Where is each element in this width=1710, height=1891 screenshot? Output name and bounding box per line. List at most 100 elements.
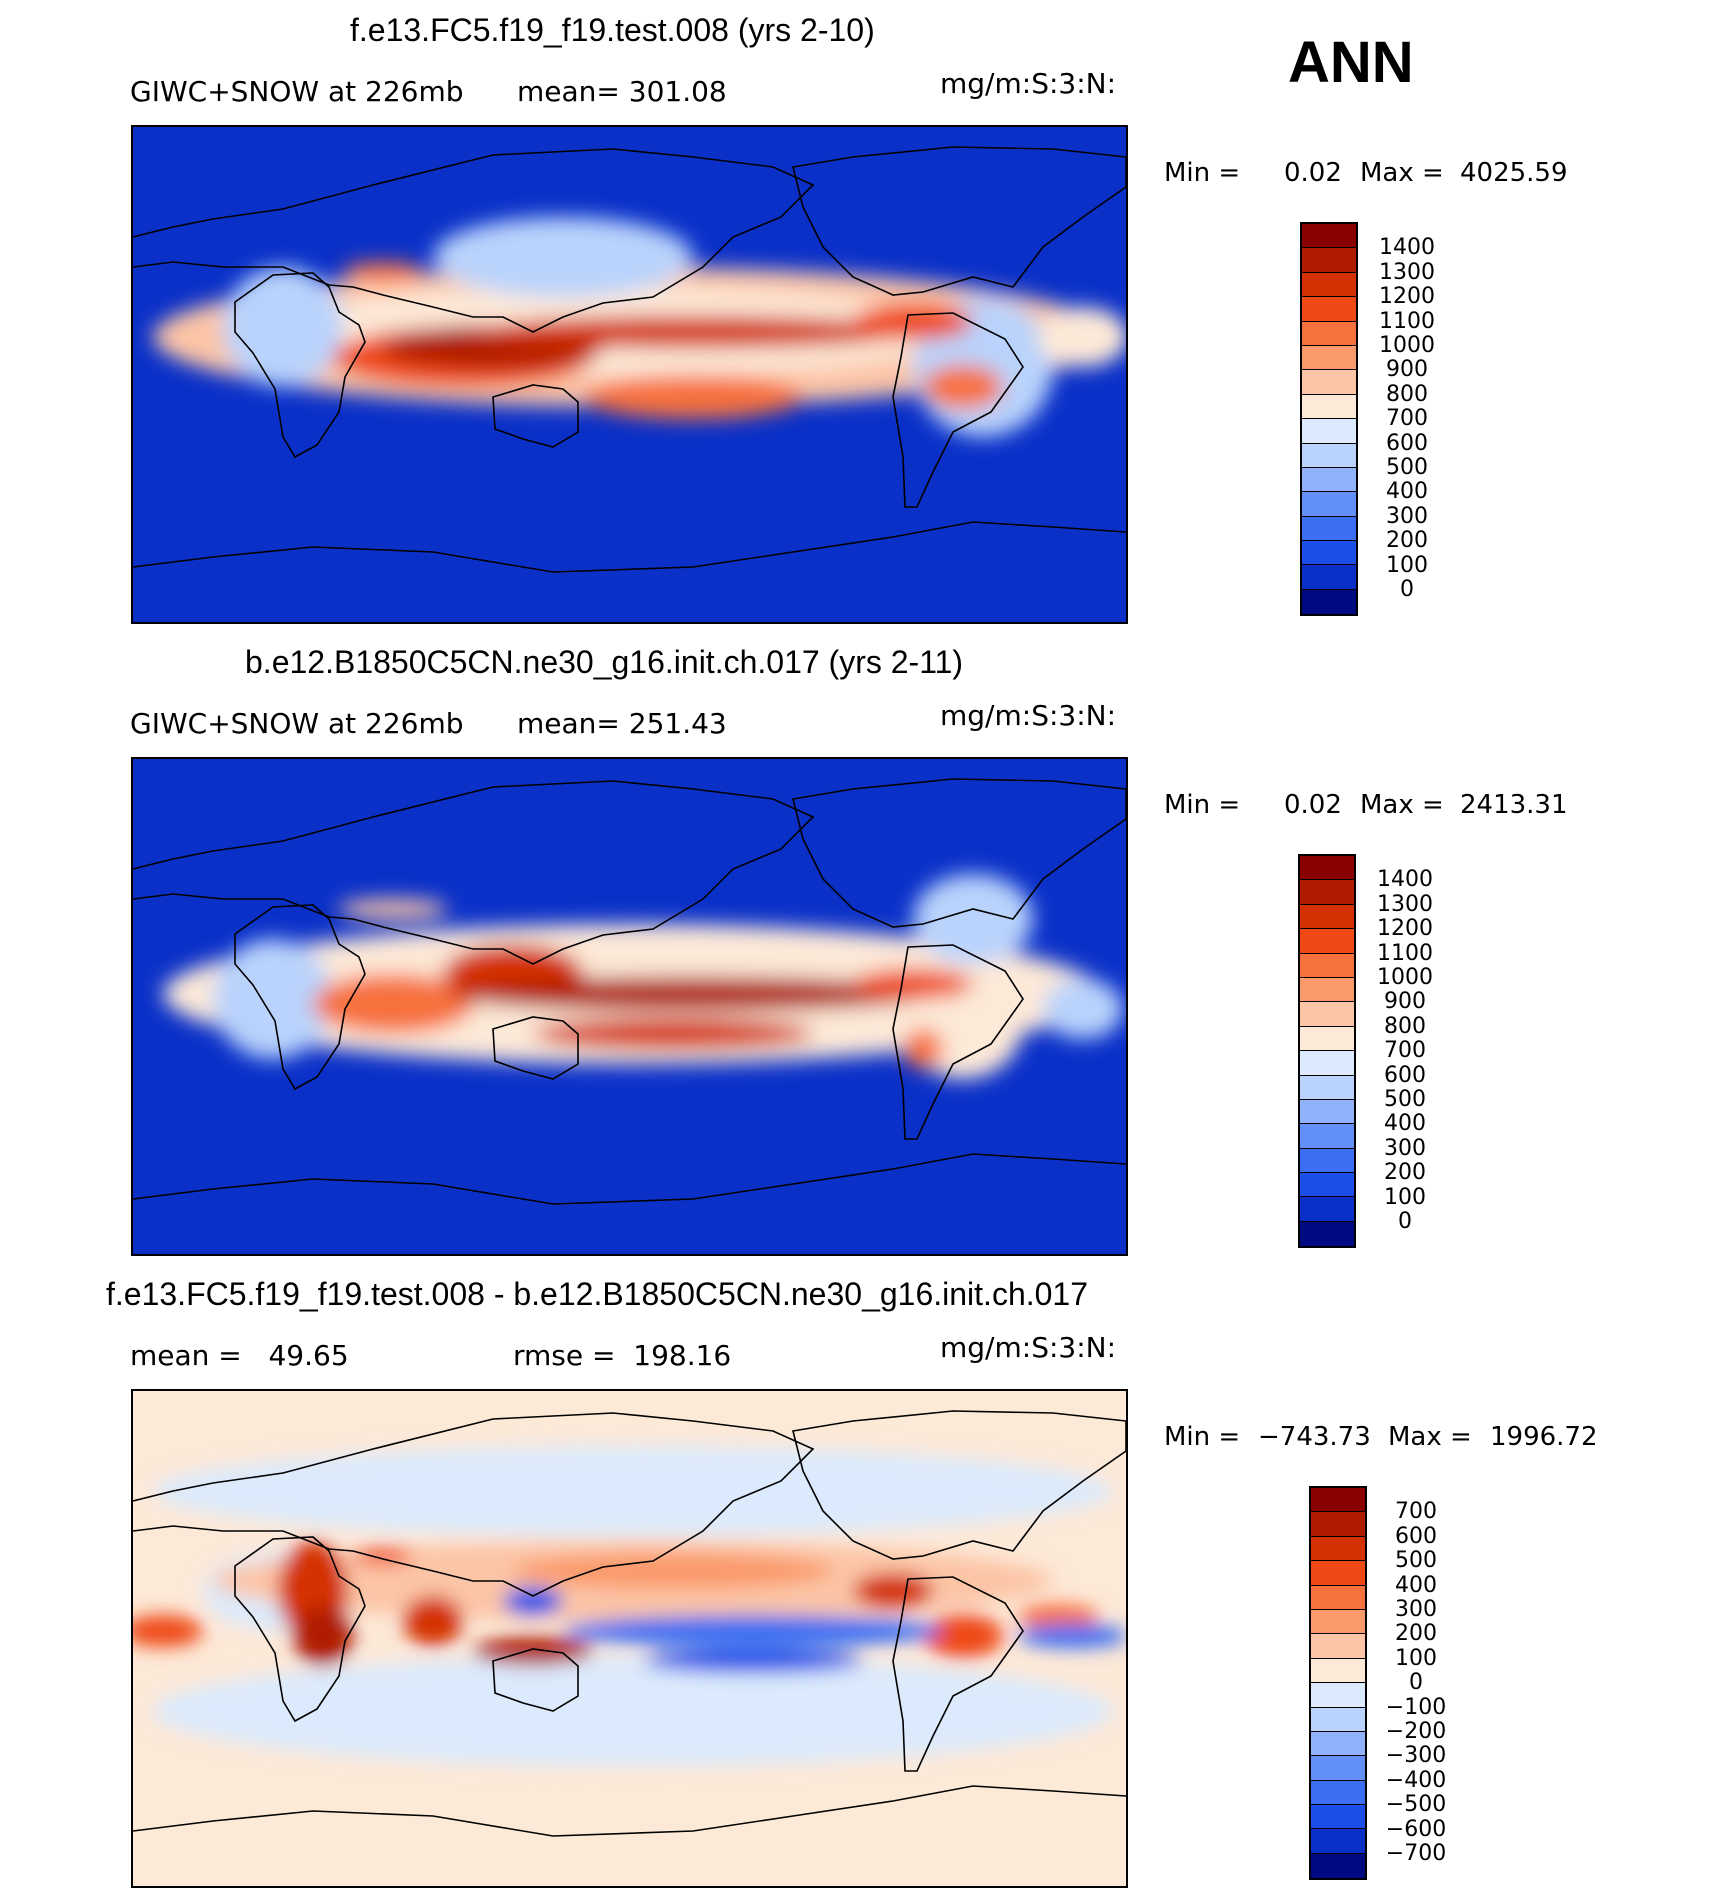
coastline-eurasia	[133, 780, 815, 965]
panel-2-variable-label: GIWC+SNOW at 226mb	[130, 707, 464, 740]
colorbar-tick-label: 200	[1386, 528, 1428, 554]
field-blob	[213, 939, 333, 1059]
panel-1-units-label: mg/m:S:3:N:	[940, 67, 1117, 100]
colorbar-tick-label: 1400	[1379, 235, 1435, 261]
colorbar-tick-label: −500	[1385, 1792, 1447, 1818]
panel-3-field-blobs	[133, 1446, 1126, 1766]
colorbar-tick-label: −400	[1385, 1767, 1447, 1793]
colorbar-tick-label: 1100	[1379, 308, 1435, 334]
colorbar-tick-label: 0	[1398, 1209, 1412, 1234]
colorbar-tick-label: 600	[1384, 1062, 1426, 1088]
field-blob	[853, 969, 973, 999]
field-blob	[563, 1615, 943, 1647]
coastline-australia	[492, 384, 579, 448]
colorbar-swatch	[1300, 977, 1354, 1003]
coastline-south-america	[892, 1576, 1024, 1772]
panel-3-max-value: 1996.72	[1490, 1422, 1598, 1452]
colorbar-swatch	[1311, 1853, 1365, 1879]
panel-1-variable-label: GIWC+SNOW at 226mb	[130, 75, 464, 108]
field-blob	[643, 1649, 863, 1673]
coastline-south-america	[892, 312, 1024, 508]
colorbar-tick-label: 900	[1384, 989, 1426, 1015]
field-blob	[513, 1553, 833, 1589]
colorbar-swatch	[1300, 1197, 1354, 1222]
colorbar-tick-label: 700	[1384, 1038, 1426, 1064]
colorbar-tick-label: 0	[1409, 1670, 1423, 1696]
colorbar-tick-label: 400	[1386, 479, 1428, 505]
colorbar-swatch	[1302, 589, 1356, 615]
panel-1-min-value: 0.02	[1284, 158, 1342, 188]
colorbar-swatch	[1302, 467, 1356, 493]
panel-3-min-value: −743.73	[1258, 1422, 1371, 1452]
field-blob	[153, 1446, 1113, 1536]
field-blob	[133, 1615, 203, 1647]
colorbar-tick-label: 400	[1384, 1111, 1426, 1137]
colorbar-swatch	[1302, 370, 1356, 395]
panel-2-colorbar-box	[1298, 854, 1356, 1249]
colorbar-tick-label: 1300	[1379, 259, 1435, 285]
season-label: ANN	[1288, 30, 1414, 95]
panel-2-map	[131, 757, 1128, 1256]
colorbar-tick-label: 600	[1386, 430, 1428, 456]
colorbar-tick-label: 900	[1386, 357, 1428, 383]
field-blob	[923, 365, 1003, 409]
colorbar-swatch	[1311, 1707, 1365, 1732]
colorbar-tick-label: −300	[1385, 1743, 1447, 1769]
colorbar-swatch	[1302, 394, 1356, 420]
field-blob	[338, 899, 448, 919]
colorbar-swatch	[1302, 321, 1356, 346]
field-blob	[1043, 979, 1123, 1039]
colorbar-swatch	[1302, 345, 1356, 371]
colorbar-tick-label: 700	[1386, 406, 1428, 432]
field-blob	[533, 1018, 813, 1050]
colorbar-tick-label: 1200	[1379, 284, 1435, 310]
panel-3-rmse-label: rmse = 198.16	[513, 1339, 732, 1372]
field-blob	[153, 1656, 1113, 1766]
colorbar-swatch	[1311, 1634, 1365, 1659]
field-blob	[923, 1614, 1003, 1658]
panel-2-min-value: 0.02	[1284, 790, 1342, 820]
colorbar-tick-label: 100	[1386, 552, 1428, 578]
coastline-australia	[492, 1016, 579, 1080]
colorbar-tick-label: 0	[1400, 577, 1414, 602]
colorbar-swatch	[1311, 1780, 1365, 1806]
colorbar-tick-label: 100	[1395, 1645, 1437, 1671]
coastline-antarctica	[133, 521, 1126, 573]
colorbar-tick-label: 1200	[1377, 916, 1433, 942]
panel-2-mean-label: mean= 251.43	[517, 707, 727, 740]
colorbar-swatch	[1300, 953, 1354, 978]
coastline-eurasia	[133, 148, 815, 333]
colorbar-tick-label: 200	[1384, 1160, 1426, 1186]
panel-3-colorbar-box	[1309, 1486, 1367, 1881]
colorbar-swatch	[1300, 1124, 1354, 1149]
colorbar-swatch	[1302, 565, 1356, 590]
colorbar-swatch	[1300, 904, 1354, 930]
field-blob	[503, 1587, 563, 1615]
field-blob	[473, 316, 913, 348]
field-blob	[453, 977, 933, 1011]
colorbar-swatch	[1302, 516, 1356, 542]
colorbar-swatch	[1302, 541, 1356, 566]
coastline-antarctica	[133, 1785, 1126, 1837]
colorbar-swatch	[1300, 1173, 1354, 1198]
field-blob	[853, 1573, 933, 1609]
panel-2-min-label: Min =	[1164, 790, 1241, 820]
colorbar-swatch	[1302, 419, 1356, 444]
panel-1-colorbar-box	[1300, 222, 1358, 617]
colorbar-swatch	[1300, 1051, 1354, 1076]
panel-1-max-value: 4025.59	[1460, 158, 1568, 188]
panel-2-units-label: mg/m:S:3:N:	[940, 699, 1117, 732]
panel-3-map	[131, 1389, 1128, 1888]
colorbar-tick-label: 300	[1386, 503, 1428, 529]
field-blob	[903, 1029, 943, 1069]
colorbar-tick-label: −700	[1385, 1841, 1447, 1866]
colorbar-swatch	[1302, 248, 1356, 273]
colorbar-swatch	[1311, 1585, 1365, 1610]
coastline-north-america	[792, 1410, 1126, 1560]
colorbar-tick-label: 1000	[1379, 333, 1435, 358]
colorbar-tick-label: 500	[1386, 455, 1428, 480]
colorbar-swatch	[1311, 1609, 1365, 1635]
field-blob	[313, 974, 473, 1034]
field-blob	[1018, 1604, 1098, 1628]
colorbar-swatch	[1300, 856, 1354, 881]
